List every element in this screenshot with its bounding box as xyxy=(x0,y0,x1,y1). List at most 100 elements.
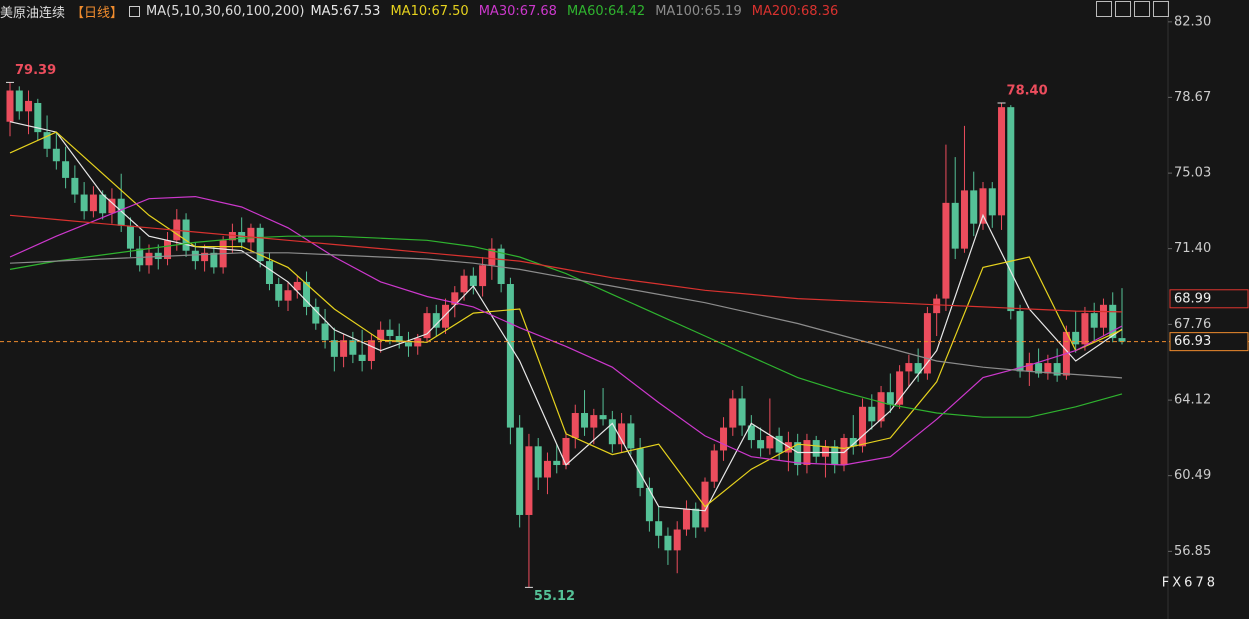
candle-body xyxy=(821,446,829,457)
candle-body xyxy=(34,102,42,133)
candle-body xyxy=(1035,363,1043,374)
button[interactable] xyxy=(1115,1,1131,17)
candle-body xyxy=(525,446,533,515)
candle-body xyxy=(154,252,162,260)
ma-icon[interactable] xyxy=(129,6,141,17)
annotation: 78.40 xyxy=(1007,83,1048,98)
candle-body xyxy=(794,442,802,466)
candle-body xyxy=(145,252,153,266)
candle-body xyxy=(710,450,718,482)
candle-body xyxy=(451,292,459,305)
candle-body xyxy=(905,363,913,372)
candle-body xyxy=(970,190,978,224)
candle-body xyxy=(349,340,357,355)
candle-body xyxy=(210,252,218,268)
candle-body xyxy=(293,281,301,291)
candle-body xyxy=(80,194,88,212)
ma-line xyxy=(9,214,1123,313)
candle-body xyxy=(738,398,746,426)
y-tick-label: 71.40 xyxy=(1174,241,1211,256)
candle-body xyxy=(312,306,320,324)
candle-body xyxy=(442,304,450,328)
candle-body xyxy=(933,298,941,314)
candle-body xyxy=(599,415,607,420)
candle-body xyxy=(562,437,570,466)
candle-body xyxy=(868,406,876,422)
candle-body xyxy=(1109,304,1117,339)
header: 美原油连续 【日线】 MA(5,10,30,60,100,200) MA5:67… xyxy=(0,2,838,21)
candle-body xyxy=(618,423,626,445)
candle-body xyxy=(998,107,1006,216)
candle-body xyxy=(701,481,709,528)
candle-body xyxy=(988,188,996,216)
candle-body xyxy=(15,90,23,112)
candle-body xyxy=(43,132,51,149)
button[interactable] xyxy=(1153,1,1169,17)
candle-body xyxy=(831,446,839,466)
candle-body xyxy=(377,329,385,341)
candle-body xyxy=(330,340,338,357)
candle-body xyxy=(275,284,283,301)
candle-body xyxy=(914,363,922,374)
candle-body xyxy=(367,340,375,361)
candle-body xyxy=(645,487,653,522)
price-label: 66.93 xyxy=(1174,334,1211,349)
candle-body xyxy=(534,446,542,478)
candle-body xyxy=(692,508,700,528)
candle-body xyxy=(423,313,431,339)
button[interactable] xyxy=(1134,1,1150,17)
candle-body xyxy=(303,281,311,307)
candle-body xyxy=(1118,338,1126,342)
candle-body xyxy=(673,529,681,551)
timeframe[interactable]: 【日线】 xyxy=(71,6,124,21)
candle-body xyxy=(859,406,867,447)
candle-body xyxy=(108,198,116,214)
candle-body xyxy=(191,250,199,262)
candle-body xyxy=(1053,363,1061,376)
y-tick-label: 82.30 xyxy=(1174,14,1211,29)
button[interactable] xyxy=(1096,1,1112,17)
indicator: MA(5,10,30,60,100,200) xyxy=(146,4,305,19)
ma-line xyxy=(9,235,1123,418)
candle-body xyxy=(89,194,97,212)
price-box xyxy=(1169,289,1249,309)
symbol: 美原油连续 xyxy=(0,6,66,21)
candle-body xyxy=(358,354,366,361)
legend-entry: MA100:65.19 xyxy=(655,4,742,19)
candle-body xyxy=(1007,107,1015,312)
candle-body xyxy=(488,248,496,266)
candle-body xyxy=(479,265,487,287)
candle-body xyxy=(1072,331,1080,345)
legend-entry: MA10:67.50 xyxy=(390,4,469,19)
candle-body xyxy=(25,100,33,112)
candle-body xyxy=(265,261,273,285)
candle-body xyxy=(979,188,987,224)
candle-body xyxy=(228,231,236,241)
candle-body xyxy=(6,90,14,122)
legend-entry: MA5:67.53 xyxy=(310,4,381,19)
candle-body xyxy=(636,448,644,488)
candle-body xyxy=(840,437,848,466)
candle-body xyxy=(812,440,820,457)
candle-body xyxy=(395,336,403,343)
candle-body xyxy=(256,227,264,262)
candle-body xyxy=(506,284,514,428)
candle-body xyxy=(321,323,329,341)
legend-entry: MA200:68.36 xyxy=(751,4,839,19)
candle-body xyxy=(238,231,246,243)
ma-line xyxy=(9,131,1123,508)
candle-body xyxy=(404,342,412,347)
annotation: 79.39 xyxy=(15,63,56,78)
candle-body xyxy=(516,427,524,515)
watermark: FX678 xyxy=(1162,576,1218,591)
ma-line xyxy=(9,195,1123,466)
candle-body xyxy=(52,148,60,162)
candle-body xyxy=(775,435,783,453)
legend-entry: MA60:64.42 xyxy=(566,4,646,19)
candle-body xyxy=(432,313,440,328)
y-tick-label: 56.85 xyxy=(1174,544,1211,559)
candle-body xyxy=(247,227,255,243)
candle-body xyxy=(664,535,672,551)
candle-body xyxy=(62,161,70,178)
candle-body xyxy=(201,252,209,262)
